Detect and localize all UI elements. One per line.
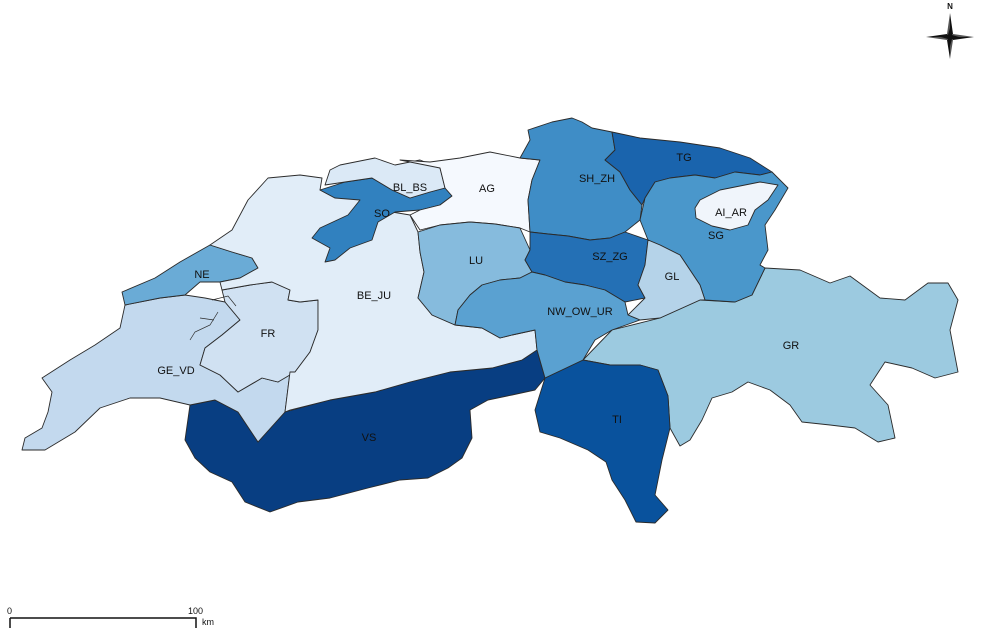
label-SG: SG [708,230,724,242]
label-SZ_ZG: SZ_ZG [592,251,627,263]
label-TG: TG [676,152,691,164]
label-SO: SO [374,208,390,220]
label-AG: AG [479,183,495,195]
region-SH_ZH[interactable] [519,117,643,241]
region-labels: GE_VD NE FR BE_JU SO BL_BS AG LU SH_ZH T… [157,152,799,444]
north-arrow: N [926,2,974,59]
label-VS: VS [362,432,377,444]
label-SH_ZH: SH_ZH [579,173,615,185]
label-NE: NE [194,269,209,281]
label-NW_OW_UR: NW_OW_UR [547,306,612,318]
label-BL_BS: BL_BS [393,182,427,194]
label-FR: FR [261,328,276,340]
scale-unit-label: km [202,617,214,627]
scale-line [9,617,197,628]
region-GL[interactable] [627,239,706,321]
label-LU: LU [469,255,483,267]
region-BL_BS[interactable] [324,157,446,199]
region-NW_OW_UR[interactable] [454,271,641,379]
lake-shoreline [189,295,237,341]
region-GR[interactable] [582,267,959,447]
region-TI[interactable] [534,359,671,524]
scale-start-label: 0 [7,606,12,616]
label-GR: GR [783,340,800,352]
label-TI: TI [612,414,622,426]
label-GL: GL [665,271,680,283]
label-BE_JU: BE_JU [357,290,391,302]
compass-rose-icon [926,13,974,59]
label-GE_VD: GE_VD [157,365,194,377]
scale-bar: 0 100 km [7,606,214,628]
label-AI_AR: AI_AR [715,207,747,219]
north-label: N [947,2,953,11]
scale-end-label: 100 [188,606,203,616]
region-AI_AR[interactable] [694,181,779,231]
